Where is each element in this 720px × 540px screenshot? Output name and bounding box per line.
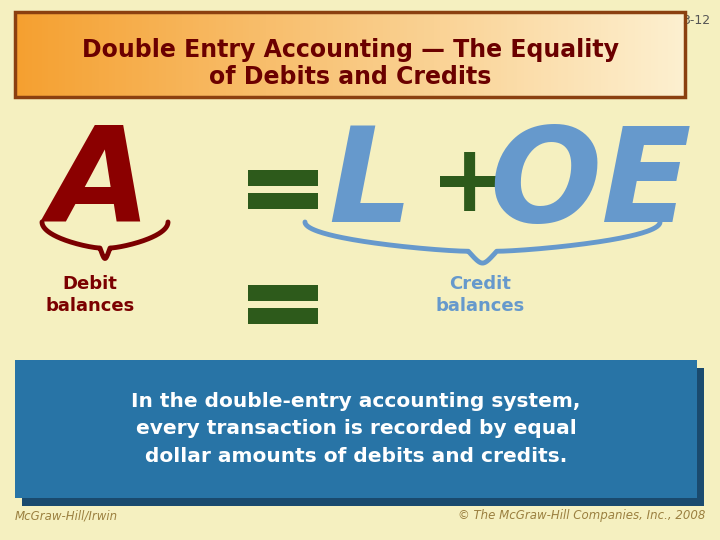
Text: 3-12: 3-12 [682, 14, 710, 27]
Text: In the double-entry accounting system,
every transaction is recorded by equal
do: In the double-entry accounting system, e… [131, 392, 581, 465]
Text: of Debits and Credits: of Debits and Credits [209, 65, 491, 89]
Text: McGraw-Hill/Irwin: McGraw-Hill/Irwin [15, 510, 118, 523]
Text: Double Entry Accounting — The Equality: Double Entry Accounting — The Equality [81, 38, 618, 62]
Text: L: L [328, 122, 412, 248]
Text: © The McGraw-Hill Companies, Inc., 2008: © The McGraw-Hill Companies, Inc., 2008 [458, 510, 705, 523]
FancyBboxPatch shape [248, 193, 318, 209]
Text: Credit
balances: Credit balances [436, 274, 525, 315]
FancyBboxPatch shape [248, 285, 318, 301]
FancyBboxPatch shape [248, 170, 318, 186]
FancyBboxPatch shape [248, 308, 318, 324]
Text: A: A [49, 122, 151, 248]
Text: +: + [431, 139, 510, 231]
FancyBboxPatch shape [22, 368, 704, 506]
FancyBboxPatch shape [15, 360, 697, 498]
Text: Debit
balances: Debit balances [45, 274, 135, 315]
Text: OE: OE [489, 122, 691, 248]
